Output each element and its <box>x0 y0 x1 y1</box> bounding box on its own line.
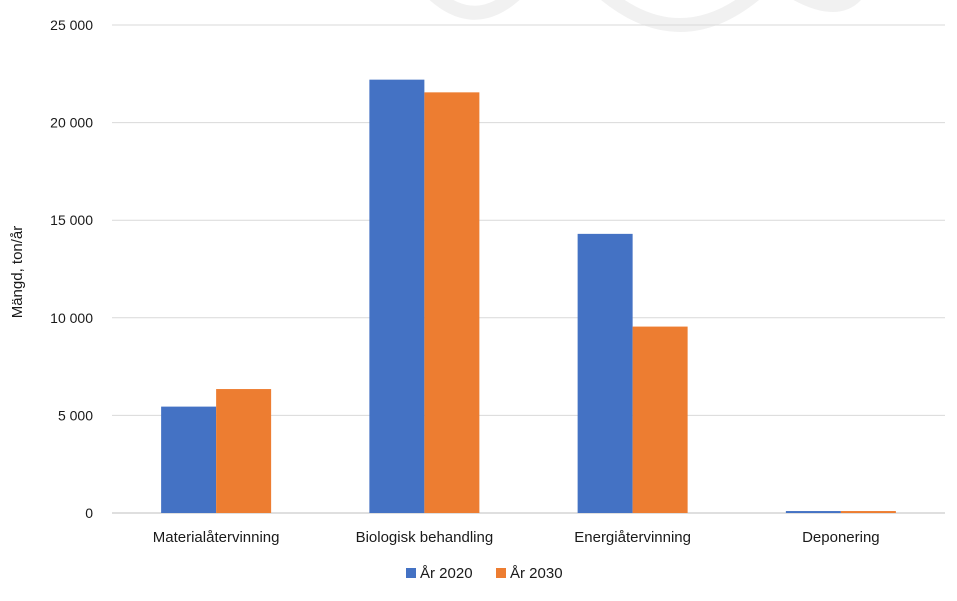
bars <box>161 79 896 514</box>
y-axis-label: Mängd, ton/år <box>9 226 26 319</box>
y-tick-label: 0 <box>85 505 93 521</box>
bar-ar-2020 <box>369 79 425 513</box>
legend: År 2020 År 2030 <box>406 565 563 582</box>
x-category-label: Biologisk behandling <box>356 529 494 546</box>
bar-ar-2030 <box>424 92 480 514</box>
bar-ar-2020 <box>785 511 841 513</box>
legend-swatch <box>496 568 506 578</box>
y-tick-label: 20 000 <box>50 115 93 131</box>
y-tick-label: 25 000 <box>50 17 93 33</box>
bar-ar-2030 <box>632 326 688 513</box>
legend-label: År 2030 <box>510 565 563 582</box>
y-tick-label: 10 000 <box>50 310 93 326</box>
y-axis-ticks: 0 5 000 10 000 15 000 20 000 25 000 <box>50 17 93 521</box>
legend-swatch <box>406 568 416 578</box>
x-category-label: Materialåtervinning <box>153 529 280 546</box>
y-tick-label: 15 000 <box>50 212 93 228</box>
bar-ar-2020 <box>161 406 217 513</box>
y-tick-label: 5 000 <box>58 407 93 423</box>
watermark <box>429 0 861 32</box>
x-axis-categories: Materialåtervinning Biologisk behandling E… <box>153 529 880 546</box>
bar-ar-2030 <box>840 511 896 513</box>
legend-label: År 2020 <box>420 565 473 582</box>
bar-ar-2030 <box>216 389 272 513</box>
x-category-label: Energiåtervinning <box>574 529 691 546</box>
bar-ar-2020 <box>577 233 633 513</box>
x-category-label: Deponering <box>802 529 880 546</box>
